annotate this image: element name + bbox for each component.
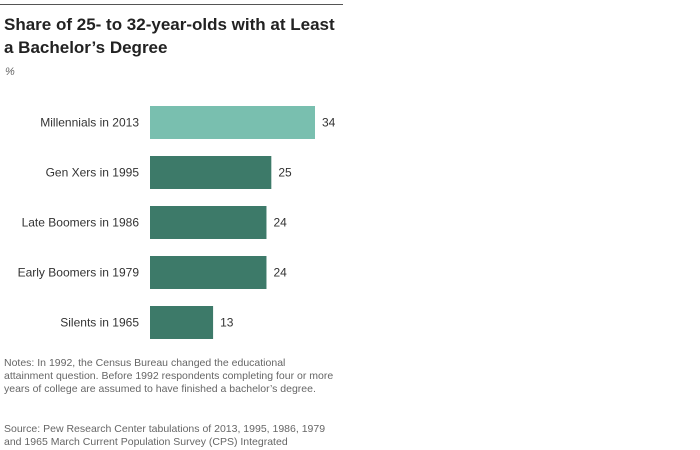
- category-label: Late Boomers in 1986: [22, 216, 140, 230]
- bar: [150, 106, 315, 139]
- top-rule: [0, 4, 343, 5]
- value-label: 34: [322, 116, 336, 130]
- bar: [150, 156, 272, 189]
- chart-title: Share of 25- to 32-year-olds with at Lea…: [4, 15, 335, 57]
- value-label: 24: [273, 216, 287, 230]
- value-label: 25: [278, 166, 292, 180]
- value-label: 13: [220, 316, 234, 330]
- bar: [150, 256, 267, 289]
- category-label: Millennials in 2013: [40, 116, 139, 130]
- bar: [150, 306, 214, 339]
- chart-source: Source: Pew Research Center tabulations …: [4, 423, 326, 448]
- category-label: Gen Xers in 1995: [46, 166, 140, 180]
- bar: [150, 206, 267, 239]
- chart-notes: Notes: In 1992, the Census Bureau change…: [4, 357, 334, 395]
- unit-label: %: [5, 66, 15, 78]
- category-label: Early Boomers in 1979: [18, 266, 140, 280]
- bar-chart: Millennials in 2013 34 Gen Xers in 1995 25 L…: [18, 106, 336, 339]
- value-label: 24: [273, 266, 287, 280]
- category-label: Silents in 1965: [60, 316, 139, 330]
